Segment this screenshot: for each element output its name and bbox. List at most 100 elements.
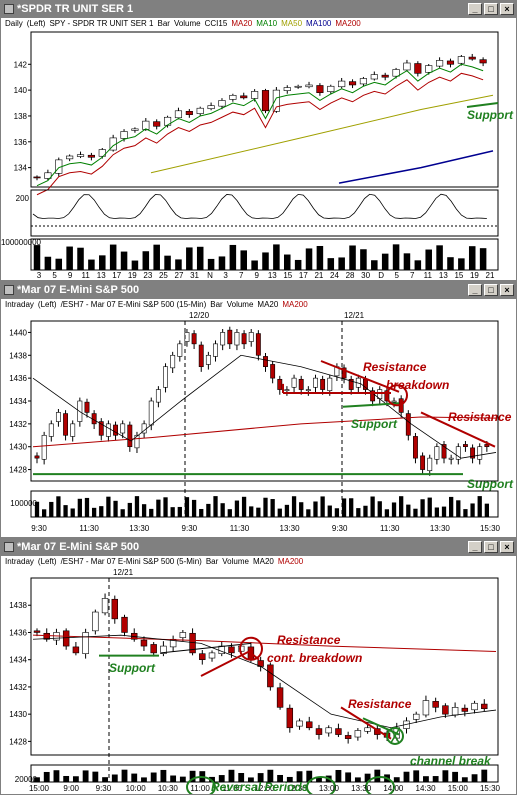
candle-body <box>392 69 400 77</box>
volume-bar <box>227 509 232 517</box>
minimize-button[interactable]: _ <box>468 284 482 296</box>
volume-bar <box>44 256 52 270</box>
x-tick-label: 3 <box>223 271 228 280</box>
volume-bar <box>320 496 325 517</box>
close-button[interactable]: × <box>500 284 514 296</box>
candle-body <box>277 378 283 390</box>
annotation-resistance: Resistance <box>277 633 341 647</box>
volume-bar <box>34 777 40 782</box>
candle-body <box>76 154 85 157</box>
volume-bar <box>447 257 454 270</box>
x-tick-label: 13 <box>97 271 106 280</box>
x-tick-label: 21 <box>314 271 323 280</box>
cci-frame <box>30 189 499 237</box>
volume-bar <box>414 260 422 270</box>
x-tick-label: 13:30 <box>129 524 150 533</box>
volume-bar <box>127 502 132 517</box>
candle-body <box>425 65 433 73</box>
maximize-button[interactable]: □ <box>484 3 498 15</box>
legend-ma200: MA200 <box>277 557 304 566</box>
candle-body <box>313 377 318 388</box>
volume-bar <box>306 770 313 782</box>
candle-body <box>34 455 40 459</box>
x-tick-label: 19 <box>128 271 137 280</box>
x-tick-label: 13:00 <box>319 784 340 793</box>
candle-body <box>451 707 459 716</box>
candle-body <box>272 89 280 112</box>
x-tick-label: 28 <box>346 271 355 280</box>
volume-bar <box>413 770 420 782</box>
candle-body <box>218 100 226 107</box>
candle-body <box>82 632 89 655</box>
candle-body <box>155 389 161 403</box>
candle-body <box>160 645 167 655</box>
volume-bar <box>106 496 111 517</box>
candle-body <box>163 366 168 388</box>
candle-body <box>470 447 476 459</box>
volume-bar <box>291 496 297 517</box>
y-tick-label: 1440 <box>9 328 27 337</box>
volume-bar <box>177 506 182 517</box>
y-tick-label: 1428 <box>9 737 27 746</box>
candle-body <box>422 700 430 716</box>
volume-bar <box>196 246 204 270</box>
candle-body <box>127 424 133 448</box>
es15-chart[interactable]: 1428 1430 1432 1434 1436 1438 1440 12/20 12/21… <box>1 311 516 537</box>
annotation-support-bottom: Support <box>467 477 514 491</box>
candle-body <box>348 378 354 390</box>
x-tick-label: 15 <box>454 271 463 280</box>
volume-bar <box>283 254 291 270</box>
volume-bar <box>458 258 465 270</box>
y-tick-label: 1432 <box>9 683 27 692</box>
legend-symbol: SPY - SPDR TR UNIT SER 1 <box>49 19 154 28</box>
volume-bar <box>153 244 160 270</box>
volume-bar <box>199 508 204 517</box>
x-tick-label: 24 <box>330 271 339 280</box>
candle-body <box>213 343 218 357</box>
volume-bar <box>425 249 432 270</box>
x-tick-label: 9:00 <box>63 784 79 793</box>
resistance-trendline <box>340 706 392 740</box>
es5-chart[interactable]: 1428 1430 1432 1434 1436 1438 12/21 Support R… <box>1 568 516 794</box>
maximize-button[interactable]: □ <box>484 541 498 553</box>
candle-body <box>405 413 411 436</box>
spy-window-titlebar[interactable]: *SPDR TR UNIT SER 1 _ □ × <box>1 1 516 18</box>
volume-bar <box>70 508 75 517</box>
es15-legend: Intraday (Left)/ESH7 - Mar 07 E-Mini S&P … <box>1 299 516 311</box>
ma10-line <box>36 63 484 187</box>
candle-body <box>131 128 139 131</box>
es15-window-titlebar[interactable]: *Mar 07 E-Mini S&P 500 _ □ × <box>1 282 516 299</box>
y-tick-label: 1430 <box>9 443 27 452</box>
x-tick-label: 11:30 <box>230 524 250 533</box>
es5-window-titlebar[interactable]: *Mar 07 E-Mini S&P 500 _ □ × <box>1 539 516 556</box>
volume-bar <box>267 769 274 782</box>
volume-bar <box>121 769 128 782</box>
volume-bar <box>335 769 342 782</box>
x-tick-label: 9:30 <box>332 524 348 533</box>
close-button[interactable]: × <box>500 541 514 553</box>
candle-body <box>381 74 389 78</box>
volume-bar <box>327 258 335 270</box>
volume-bar <box>370 496 375 517</box>
candle-body <box>263 356 268 368</box>
candle-body <box>174 110 183 119</box>
esh7-15min-window: *Mar 07 E-Mini S&P 500 _ □ × Intraday (Left… <box>0 281 517 538</box>
volume-bar <box>381 253 389 270</box>
volume-bar <box>160 769 167 782</box>
ma200-line <box>32 634 497 653</box>
close-button[interactable]: × <box>500 3 514 15</box>
volume-bar <box>170 775 177 782</box>
candle-body <box>294 85 302 88</box>
minimize-button[interactable]: _ <box>468 541 482 553</box>
x-tick-label: 13 <box>439 271 448 280</box>
volume-bar <box>213 496 218 517</box>
spy-legend: Daily (Left) SPY - SPDR TR UNIT SER 1 Bar Vo… <box>1 18 516 30</box>
x-tick-label: 5 <box>394 271 399 280</box>
minimize-button[interactable]: _ <box>468 3 482 15</box>
legend-ma200: MA200 <box>335 19 361 28</box>
maximize-button[interactable]: □ <box>484 284 498 296</box>
spy-chart[interactable]: 134 136 138 140 142 Support 200 100000000 3 5… <box>1 30 516 280</box>
volume-bar <box>218 775 225 782</box>
volume-bar <box>305 248 313 270</box>
volume-bar <box>479 248 487 270</box>
